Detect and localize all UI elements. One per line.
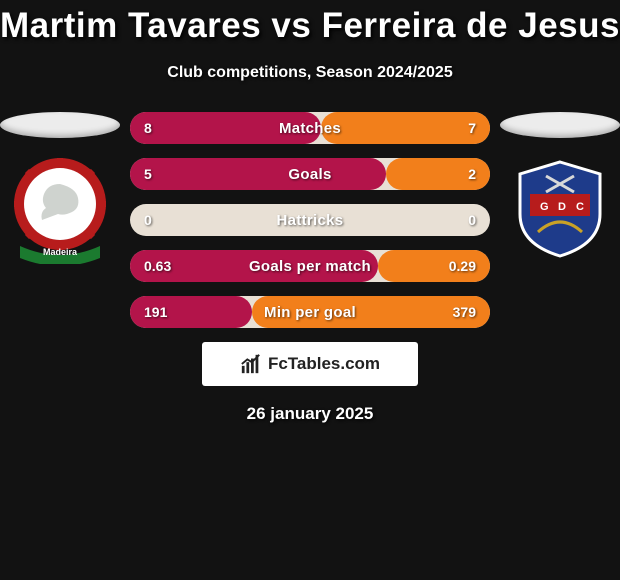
subtitle: Club competitions, Season 2024/2025 [0,64,620,82]
stat-row: Matches8 7 [130,112,490,144]
svg-text:D: D [558,201,566,213]
stats-bars: Matches8 7 Goals5 2 Hattricks0 0 Goals per mat… [130,112,490,328]
stat-row: Min per goal191 379 [130,296,490,328]
svg-text:G: G [540,201,549,213]
stat-value-left: 5 [144,158,152,190]
player-left-block: Madeira [0,112,120,264]
svg-text:C: C [576,201,584,213]
stat-row: Goals per match0.63 0.29 [130,250,490,282]
stat-value-left: 8 [144,112,152,144]
stat-label: Min per goal [130,296,490,328]
stat-value-left: 0 [144,204,152,236]
stat-value-right: 379 [453,296,476,328]
stat-label: Hattricks [130,204,490,236]
stat-row: Hattricks0 0 [130,204,490,236]
player-right-photo-placeholder [500,112,620,138]
stat-value-left: 0.63 [144,250,171,282]
player-left-photo-placeholder [0,112,120,138]
stat-value-right: 0.29 [449,250,476,282]
stat-row: Goals5 2 [130,158,490,190]
club-logo-left: Madeira [10,154,110,264]
chart-icon [240,353,262,375]
stat-label: Matches [130,112,490,144]
stat-value-right: 0 [468,204,476,236]
stat-label: Goals per match [130,250,490,282]
brand-box: FcTables.com [202,342,418,386]
stat-value-right: 7 [468,112,476,144]
player-right-block: G D C [500,112,620,264]
date-footer: 26 january 2025 [0,404,620,424]
page-title: Martim Tavares vs Ferreira de Jesus [0,0,620,46]
stat-value-left: 191 [144,296,167,328]
brand-text: FcTables.com [268,354,380,374]
stat-value-right: 2 [468,158,476,190]
stat-label: Goals [130,158,490,190]
svg-text:Madeira: Madeira [43,247,78,257]
club-logo-right: G D C [510,154,610,264]
